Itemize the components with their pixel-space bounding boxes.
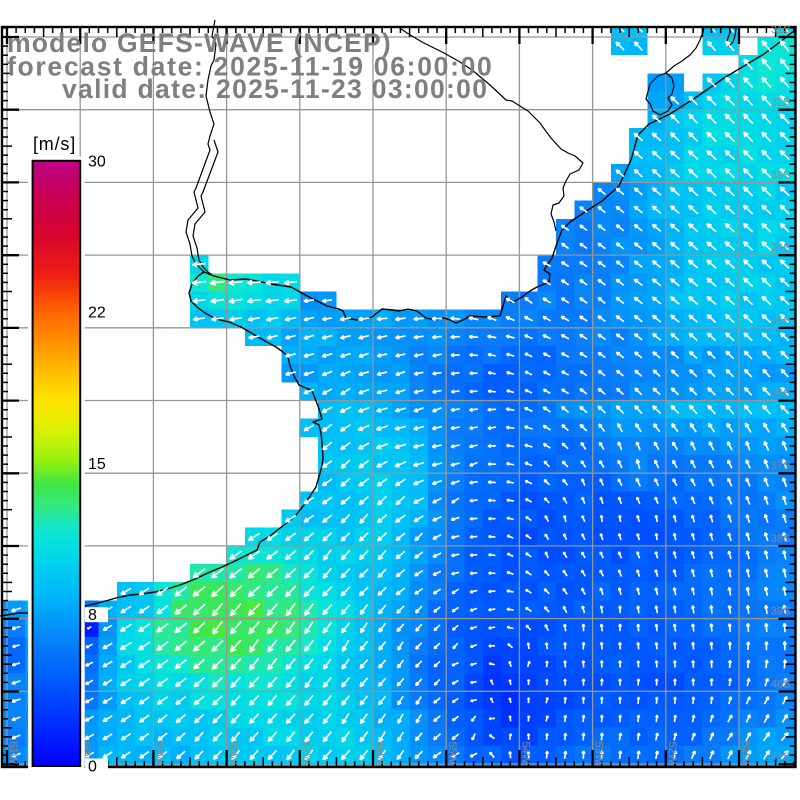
svg-text:15: 15 <box>88 456 106 473</box>
svg-text:36S: 36S <box>771 388 791 400</box>
svg-text:37S: 37S <box>771 460 791 472</box>
svg-text:40S: 40S <box>771 678 791 690</box>
svg-text:56W: 56W <box>373 741 385 764</box>
svg-text:33S: 33S <box>771 169 791 181</box>
svg-text:0: 0 <box>88 759 97 776</box>
svg-text:32S: 32S <box>771 97 791 109</box>
svg-text:52W: 52W <box>666 741 678 764</box>
svg-text:54W: 54W <box>519 741 531 764</box>
svg-text:59W: 59W <box>153 741 165 764</box>
svg-text:modelo GEFS-WAVE (NCEP): modelo GEFS-WAVE (NCEP) <box>7 28 392 58</box>
svg-text:51W: 51W <box>739 741 751 764</box>
svg-text:8: 8 <box>88 607 97 624</box>
svg-text:38S: 38S <box>771 533 791 545</box>
svg-text:53W: 53W <box>593 741 605 764</box>
svg-text:41S: 41S <box>771 751 791 763</box>
svg-text:31S: 31S <box>771 24 791 36</box>
svg-text:61W: 61W <box>7 741 19 764</box>
svg-text:forecast date: 2025-11-19 06:0: forecast date: 2025-11-19 06:00:00 <box>7 52 493 82</box>
svg-text:valid date: 2025-11-23 03:00:0: valid date: 2025-11-23 03:00:00 <box>62 74 488 104</box>
svg-text:55W: 55W <box>446 741 458 764</box>
svg-text:34S: 34S <box>771 242 791 254</box>
svg-text:58W: 58W <box>227 741 239 764</box>
svg-text:35S: 35S <box>771 315 791 327</box>
svg-text:39S: 39S <box>771 606 791 618</box>
svg-text:30: 30 <box>88 153 106 170</box>
svg-text:22: 22 <box>88 305 106 322</box>
svg-text:[m/s]: [m/s] <box>33 134 76 154</box>
svg-text:57W: 57W <box>300 741 312 764</box>
